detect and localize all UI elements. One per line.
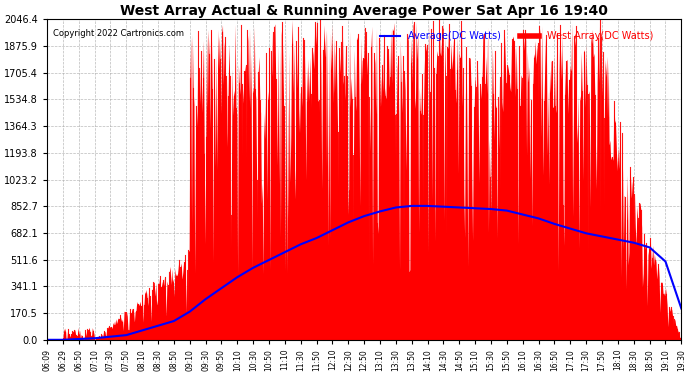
Legend: Average(DC Watts), West Array(DC Watts): Average(DC Watts), West Array(DC Watts) [377,27,658,45]
Text: Copyright 2022 Cartronics.com: Copyright 2022 Cartronics.com [53,29,184,38]
Title: West Array Actual & Running Average Power Sat Apr 16 19:40: West Array Actual & Running Average Powe… [120,4,608,18]
